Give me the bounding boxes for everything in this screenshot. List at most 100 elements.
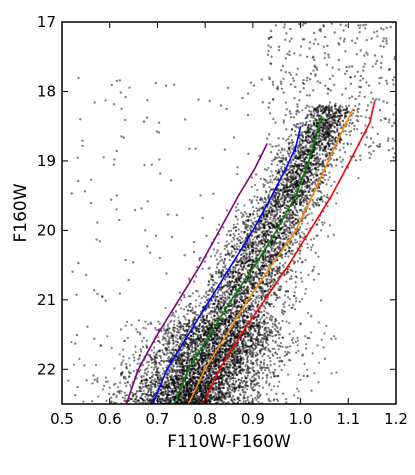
star-point — [271, 174, 274, 177]
star-point — [267, 258, 270, 261]
star-point — [285, 183, 288, 186]
star-point — [137, 410, 139, 412]
star-point — [238, 405, 240, 407]
star-point — [294, 213, 297, 216]
star-point — [290, 224, 293, 227]
star-point — [184, 410, 186, 412]
star-point — [256, 394, 259, 397]
star-point — [250, 200, 253, 203]
star-point — [325, 183, 328, 186]
star-point — [291, 306, 294, 309]
star-point — [171, 409, 173, 411]
star-point — [206, 405, 208, 407]
star-point — [190, 408, 192, 410]
star-point — [222, 262, 225, 265]
star-point — [212, 296, 215, 299]
star-point — [251, 238, 255, 241]
star-point — [181, 409, 183, 411]
star-point — [179, 409, 181, 411]
star-point — [243, 204, 246, 207]
star-point — [316, 113, 319, 116]
star-point — [199, 302, 202, 305]
star-point — [154, 407, 156, 409]
star-point — [286, 244, 289, 247]
star-point — [271, 188, 275, 191]
star-point — [249, 309, 252, 312]
star-point — [195, 299, 198, 302]
star-point — [169, 406, 171, 408]
star-point — [243, 263, 246, 266]
star-point — [326, 164, 330, 167]
star-point — [213, 317, 216, 320]
star-point — [313, 159, 316, 162]
star-point — [278, 156, 281, 159]
star-point — [241, 241, 244, 244]
star-point — [290, 226, 294, 229]
star-point — [290, 277, 293, 280]
star-point — [211, 318, 214, 321]
star-point — [338, 106, 341, 109]
star-point — [158, 362, 161, 365]
star-point — [179, 410, 181, 412]
star-point — [333, 180, 336, 183]
star-point — [171, 407, 173, 409]
star-point — [252, 374, 255, 377]
star-point — [288, 297, 291, 301]
star-point — [306, 114, 309, 117]
star-point — [170, 314, 173, 317]
star-point — [295, 203, 298, 206]
star-point — [175, 409, 177, 411]
star-point — [221, 409, 223, 411]
star-point — [288, 229, 291, 232]
star-point — [236, 218, 239, 221]
star-point — [175, 410, 177, 412]
star-point — [205, 292, 208, 295]
star-point — [228, 242, 231, 245]
star-point — [186, 409, 188, 411]
star-point — [273, 257, 276, 260]
star-point — [127, 409, 129, 411]
star-point — [274, 247, 277, 250]
star-point — [178, 409, 180, 411]
star-point — [224, 264, 227, 267]
star-point — [142, 407, 144, 409]
star-point — [258, 406, 260, 408]
star-point — [188, 408, 190, 410]
star-point — [265, 262, 268, 265]
star-point — [281, 162, 284, 165]
star-point — [269, 316, 272, 319]
star-point — [313, 173, 316, 176]
star-point — [266, 301, 269, 304]
star-point — [213, 306, 216, 309]
star-point — [268, 382, 271, 385]
star-point — [323, 178, 326, 181]
star-point — [235, 206, 238, 209]
star-point — [202, 389, 205, 392]
star-point — [224, 299, 227, 302]
star-point — [180, 408, 182, 410]
star-point — [224, 314, 227, 317]
star-point — [297, 153, 300, 156]
star-point — [217, 290, 220, 293]
star-point — [248, 251, 251, 254]
star-point — [171, 337, 175, 340]
star-point — [217, 407, 219, 409]
star-point — [269, 178, 272, 181]
star-point — [208, 405, 210, 407]
star-point — [189, 406, 191, 408]
star-point — [239, 298, 242, 301]
star-point — [230, 250, 233, 253]
star-point — [175, 407, 177, 409]
star-point — [177, 410, 179, 412]
star-point — [260, 298, 263, 301]
star-point — [161, 405, 163, 407]
star-point — [242, 290, 245, 293]
star-point — [182, 409, 184, 411]
star-point — [277, 287, 280, 290]
star-point — [169, 331, 172, 334]
star-point — [234, 250, 237, 254]
star-point — [315, 204, 319, 207]
star-point — [251, 255, 254, 258]
star-point — [259, 406, 261, 408]
